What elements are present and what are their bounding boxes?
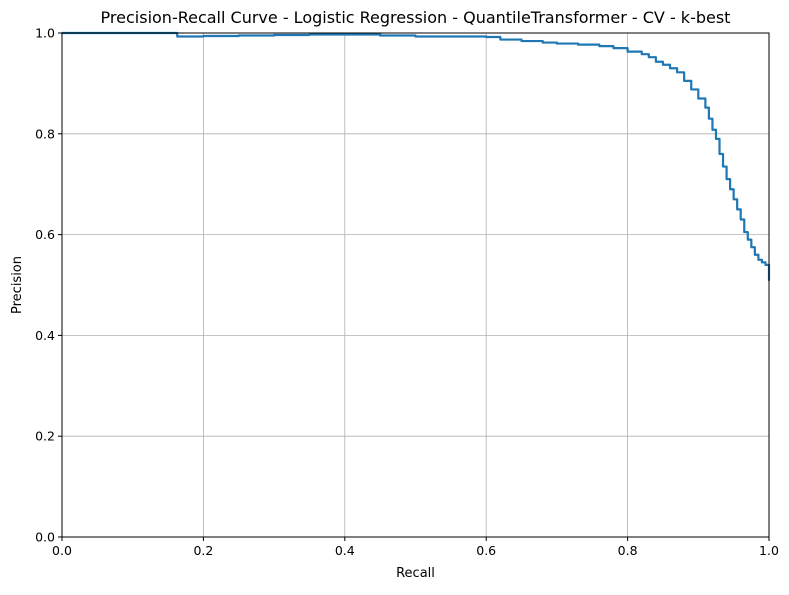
y-tick-label: 0.4 xyxy=(35,328,55,343)
x-tick-label: 0.8 xyxy=(618,543,638,558)
x-tick-label: 1.0 xyxy=(759,543,779,558)
plot-frame xyxy=(61,32,770,538)
chart-title: Precision-Recall Curve - Logistic Regres… xyxy=(101,8,731,27)
x-tick-label: 0.6 xyxy=(476,543,496,558)
y-tick-label: 1.0 xyxy=(35,26,55,41)
x-tick-label: 0.0 xyxy=(52,543,72,558)
series-layer xyxy=(60,31,771,282)
precision-recall-line xyxy=(60,31,771,282)
y-tick-label: 0.0 xyxy=(35,530,55,545)
y-tick-label: 0.2 xyxy=(35,429,55,444)
y-tick-layer: 0.0 0.2 0.4 0.6 0.8 1.0 xyxy=(35,26,62,545)
x-tick-label: 0.4 xyxy=(335,543,355,558)
grid-layer xyxy=(61,32,770,538)
x-tick-layer: 0.0 0.2 0.4 0.6 0.8 1.0 xyxy=(52,537,779,558)
x-tick-label: 0.2 xyxy=(193,543,213,558)
y-tick-label: 0.8 xyxy=(35,126,55,141)
x-axis-label: Recall xyxy=(396,566,435,581)
y-tick-label: 0.6 xyxy=(35,227,55,242)
y-axis-label: Precision xyxy=(10,256,25,314)
